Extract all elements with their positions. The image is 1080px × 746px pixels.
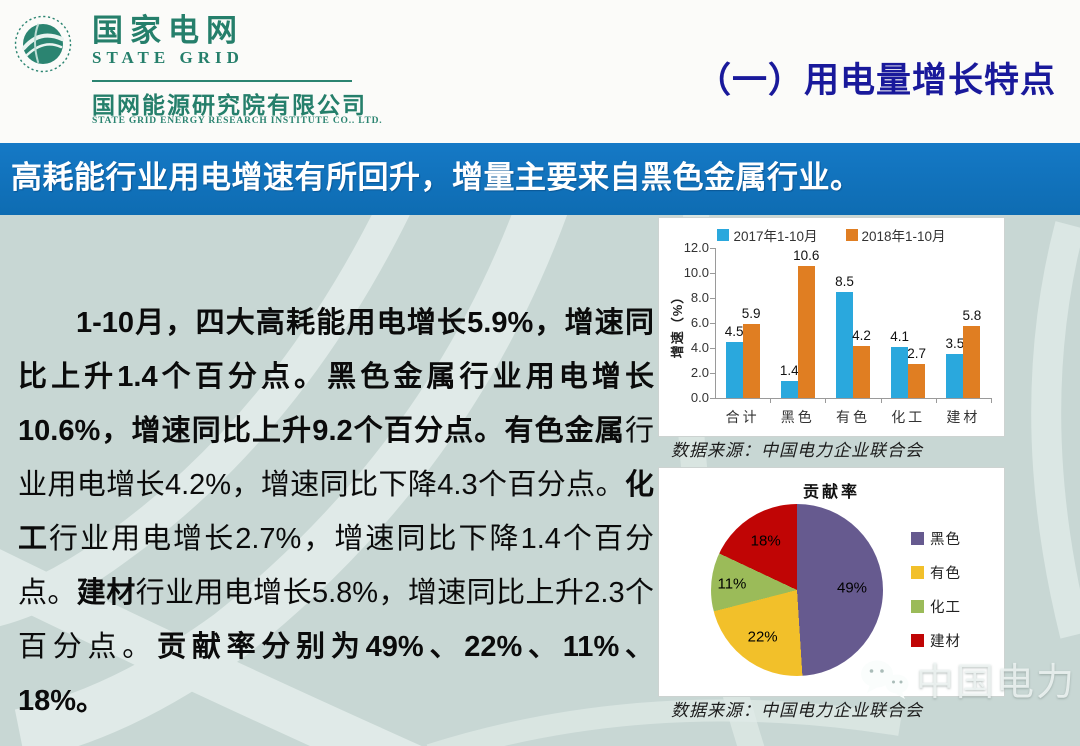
legend-item: 2017年1-10月 bbox=[717, 225, 818, 245]
bar-value-label: 5.8 bbox=[962, 307, 982, 323]
legend-item: 化工 bbox=[911, 596, 961, 617]
pie-chart bbox=[711, 504, 883, 676]
pie-chart-legend: 黑色 有色 化工 建材 bbox=[911, 528, 961, 651]
bar-建材-2017年1-10月: 3.5 bbox=[946, 336, 964, 398]
bar-value-label: 4.2 bbox=[852, 327, 871, 343]
bar-化工-2017年1-10月: 4.1 bbox=[890, 329, 909, 398]
section-title: （一）用电量增长特点 bbox=[695, 61, 1056, 100]
legend-item: 2018年1-10月 bbox=[845, 225, 946, 245]
pie-slice-label: 22% bbox=[747, 628, 778, 646]
headline-banner: 高耗能行业用电增速有所回升，增量主要来自黑色金属行业。 bbox=[0, 143, 1080, 215]
bar-value-label: 8.5 bbox=[835, 273, 854, 289]
bar-value-label: 2.7 bbox=[907, 346, 927, 362]
bar-建材-2018年1-10月: 5.8 bbox=[963, 308, 981, 398]
pie-chart-title: 贡献率 bbox=[802, 484, 860, 501]
bar-有色-2018年1-10月: 4.2 bbox=[852, 328, 871, 398]
bar-chart-source: 数据来源：中国电力企业联合会 bbox=[671, 441, 923, 460]
bar-value-label: 4.1 bbox=[890, 328, 910, 344]
bar-value-label: 4.5 bbox=[724, 323, 744, 339]
bar-有色-2017年1-10月: 8.5 bbox=[835, 274, 854, 398]
bar-化工-2018年1-10月: 2.7 bbox=[907, 346, 926, 398]
header: 国家电网 STATE GRID 国网能源研究院有限公司 STATE GRID E… bbox=[0, 0, 1080, 143]
pie-chart-source: 数据来源：中国电力企业联合会 bbox=[671, 701, 923, 720]
bar-value-label: 3.5 bbox=[945, 336, 965, 352]
pie-chart-panel: 贡献率 49% 22% 11% 18% 黑色有色化工建材 bbox=[658, 467, 1005, 697]
logo-cn-name: 国家电网 bbox=[92, 13, 244, 48]
bar-黑色-2017年1-10月: 1.4 bbox=[780, 363, 799, 398]
subsidiary-en-name: STATE GRID ENERGY RESEARCH INSTITUTE CO.… bbox=[92, 116, 383, 126]
legend-item: 黑色 bbox=[911, 528, 961, 549]
bar-value-label: 5.9 bbox=[741, 306, 761, 322]
right-column: 2017年1-10月 2018年1-10月 增速（%） 0.0 2.0 4.0 6.0 8… bbox=[658, 217, 1005, 725]
headline-text: 高耗能行业用电增速有所回升，增量主要来自黑色金属行业。 bbox=[11, 160, 862, 195]
pie-slice-label: 49% bbox=[836, 579, 868, 597]
bar-value-label: 1.4 bbox=[779, 362, 799, 378]
legend-item: 建材 bbox=[911, 630, 961, 651]
legend-item: 有色 bbox=[911, 562, 961, 583]
bar-chart-panel: 2017年1-10月 2018年1-10月 增速（%） 0.0 2.0 4.0 6.0 8… bbox=[658, 217, 1005, 437]
bar-合计-2017年1-10月: 4.5 bbox=[725, 324, 743, 398]
bar-value-label: 10.6 bbox=[793, 247, 820, 263]
bar-合计-2018年1-10月: 5.9 bbox=[742, 306, 760, 398]
logo-divider bbox=[92, 80, 352, 82]
logo-en-name: STATE GRID bbox=[92, 48, 244, 67]
main-content: 1-10月，四大高耗能用电增长5.9%，增速同比上升1.4个百分点。黑色金属行业… bbox=[0, 215, 1080, 746]
state-grid-globe-icon bbox=[14, 15, 72, 73]
body-paragraph: 1-10月，四大高耗能用电增长5.9%，增速同比上升1.4个百分点。黑色金属行业… bbox=[18, 307, 654, 717]
bar-chart-legend: 2017年1-10月 2018年1-10月 bbox=[659, 225, 1004, 245]
logo-text-block: 国家电网 STATE GRID bbox=[92, 14, 244, 68]
subsidiary-cn-name: 国网能源研究院有限公司 bbox=[92, 92, 367, 118]
bar-黑色-2018年1-10月: 10.6 bbox=[793, 248, 819, 398]
pie-slice-label: 11% bbox=[717, 575, 747, 593]
pie-slice-label: 18% bbox=[750, 532, 781, 550]
